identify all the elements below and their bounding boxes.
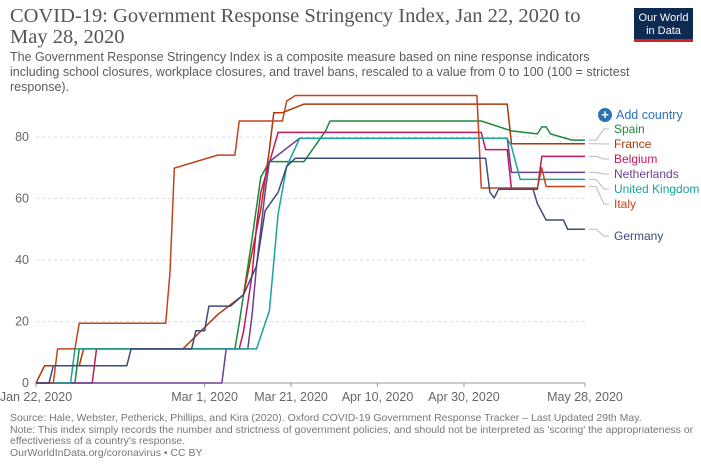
legend-label-france[interactable]: France	[614, 137, 652, 151]
owid-logo[interactable]: Our World in Data	[634, 8, 693, 42]
x-tick-label: Mar 21, 2020	[254, 390, 328, 404]
legend-connector	[589, 186, 609, 205]
series-line-netherlands[interactable]	[36, 137, 585, 384]
legend-label-spain[interactable]: Spain	[614, 122, 645, 136]
legend-label-germany[interactable]: Germany	[614, 229, 663, 243]
series-lines	[35, 94, 585, 384]
logo-line-1: Our World	[638, 12, 689, 24]
legend-connector	[589, 128, 609, 141]
x-tick-label: Apr 10, 2020	[342, 390, 414, 404]
chart-subtitle: The Government Response Stringency Index…	[10, 50, 630, 94]
add-country-button[interactable]: + Add country	[598, 106, 683, 124]
legend-connector	[589, 171, 609, 175]
legend-connector	[589, 178, 609, 190]
x-tick-label: Apr 30, 2020	[428, 390, 500, 404]
series-line-united-kingdom[interactable]	[36, 137, 585, 384]
legend-connector	[589, 155, 609, 160]
y-tick-label: 20	[15, 315, 29, 329]
series-line-belgium[interactable]	[36, 131, 585, 384]
legend-label-netherlands[interactable]: Netherlands	[614, 167, 679, 181]
x-tick-label: Jan 22, 2020	[0, 390, 72, 404]
footer: Source: Hale, Webster, Petherick, Philli…	[10, 412, 694, 459]
axes: 0 20 40 60 80 Jan 22, 2020 Mar 1, 2020 Mar 21, …	[0, 130, 623, 404]
y-tick-label: 0	[22, 376, 29, 390]
gridlines	[36, 136, 585, 322]
x-tick-label: May 28, 2020	[547, 390, 623, 404]
series-line-spain[interactable]	[36, 120, 585, 384]
footnote: Note: This index simply records the numb…	[10, 423, 694, 447]
legend-connector	[589, 228, 609, 237]
x-tick-label: Mar 1, 2020	[171, 390, 238, 404]
chart-title: COVID-19: Government Response Stringency…	[10, 5, 581, 48]
source-note: Source: Hale, Webster, Petherick, Philli…	[10, 412, 642, 424]
y-tick-label: 80	[15, 130, 29, 144]
plus-circle-icon: +	[598, 108, 612, 122]
y-tick-label: 60	[15, 192, 29, 206]
credit-link[interactable]: OurWorldInData.org/coronavirus • CC BY	[10, 446, 203, 459]
series-line-germany[interactable]	[36, 157, 585, 384]
legend-label-belgium[interactable]: Belgium	[614, 152, 657, 166]
y-tick-label: 40	[15, 253, 29, 267]
legend-label-italy[interactable]: Italy	[614, 197, 636, 211]
legend-label-united-kingdom[interactable]: United Kingdom	[614, 182, 699, 196]
add-country-label: Add country	[616, 108, 683, 122]
logo-line-2: in Data	[646, 24, 681, 37]
series-line-italy[interactable]	[36, 94, 585, 384]
series-line-france[interactable]	[35, 103, 585, 384]
